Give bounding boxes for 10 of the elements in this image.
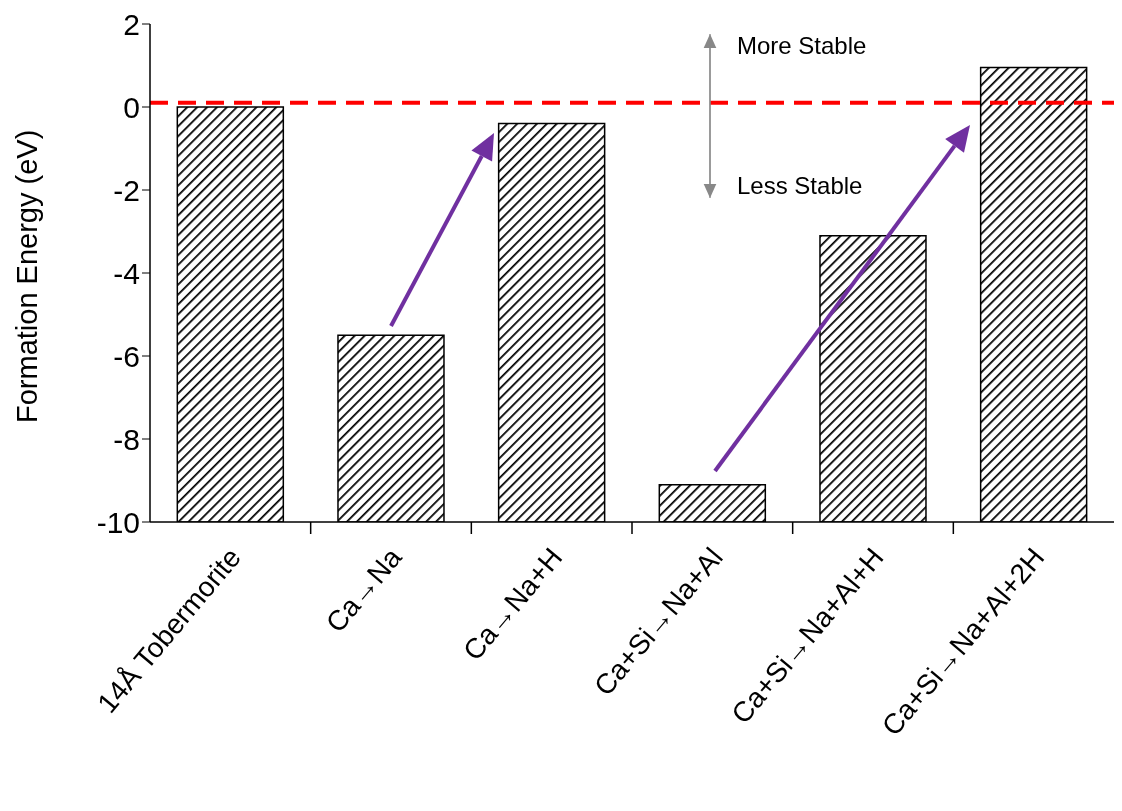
annotation: Less Stable (737, 172, 863, 199)
y-tick-label: -4 (113, 256, 140, 290)
y-tick-label: -2 (113, 173, 140, 207)
y-tick-label: -6 (113, 339, 140, 373)
y-tick-label: -10 (96, 505, 140, 539)
y-tick-label: -8 (113, 422, 140, 456)
annotation: More Stable (737, 32, 867, 59)
y-tick-label: 0 (123, 90, 140, 124)
y-axis-title: Formation Energy (eV) (11, 129, 44, 423)
y-tick-label: 2 (123, 7, 140, 41)
